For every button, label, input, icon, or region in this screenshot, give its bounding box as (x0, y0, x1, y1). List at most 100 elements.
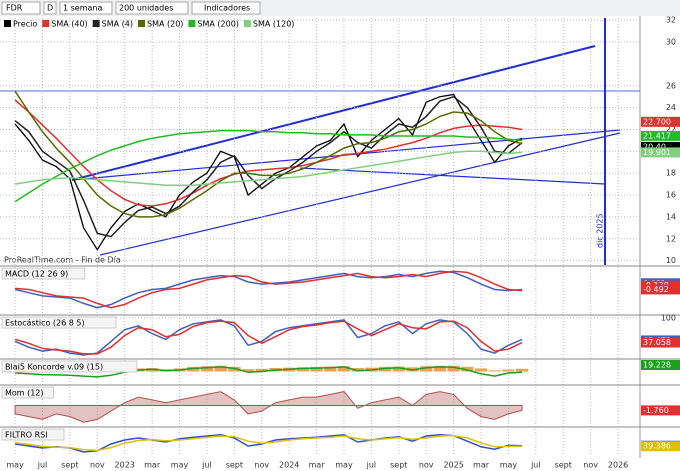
legend-swatch (92, 20, 100, 27)
legend-swatch (42, 20, 50, 27)
bar (378, 366, 392, 372)
value-label: -0.492 (643, 285, 669, 294)
panel-title: FILTRO RSI (5, 431, 48, 440)
bar (433, 365, 447, 372)
x-tick-label: nov (90, 461, 105, 470)
bar (228, 366, 241, 372)
y-tick-label: 32 (666, 16, 676, 25)
bar (392, 366, 405, 372)
panel-title-box (1, 428, 65, 441)
panel-title: Mom (12) (5, 389, 44, 398)
legend-label: SMA (4) (102, 20, 133, 29)
x-tick-label: 2026 (608, 461, 628, 470)
value-label-box (641, 284, 680, 295)
value-label: 21.417 (643, 131, 671, 140)
indicators-box[interactable] (191, 1, 261, 15)
mode: D (47, 4, 53, 13)
x-tick-label: nov (254, 461, 269, 470)
legend-label: Precio (13, 20, 37, 29)
bar (255, 368, 268, 372)
bar (200, 366, 214, 372)
y-tick-label: 12 (666, 234, 676, 243)
panel-title-box (1, 316, 117, 329)
line (15, 270, 523, 309)
value-label-box (641, 130, 680, 141)
panel-title: MACD (12 26 9) (5, 270, 68, 279)
value-label-box (641, 147, 680, 158)
x-tick-label: may (6, 461, 24, 470)
legend-label: SMA (120) (253, 20, 295, 29)
value-label-box (641, 337, 680, 348)
line (15, 434, 523, 452)
value-label-box (641, 141, 680, 152)
line (14, 319, 523, 356)
panel-title-box (1, 386, 55, 399)
panel-title-box (1, 360, 138, 373)
x-tick-label: sept (555, 461, 572, 470)
bar (351, 368, 364, 372)
bar (241, 369, 255, 372)
x-tick-label: jul (366, 461, 377, 470)
x-tick-label: mar (473, 461, 490, 470)
panel-title: Estocástico (26 8 5) (5, 319, 85, 328)
bar (474, 368, 488, 372)
x-tick-label: mar (309, 461, 326, 470)
bar (420, 366, 433, 372)
bar (502, 369, 515, 372)
y-tick-label: 100 (661, 313, 676, 322)
value-label: 19.228 (643, 361, 671, 370)
symbol-box[interactable] (1, 1, 41, 15)
bar (337, 366, 351, 372)
value-label-box (641, 405, 680, 416)
line (14, 320, 523, 355)
legend-swatch (188, 20, 196, 27)
x-tick-label: mar (144, 461, 161, 470)
trendline (71, 45, 596, 181)
trendline (299, 167, 606, 185)
units-box[interactable] (115, 1, 189, 15)
x-tick-label: 2023 (115, 461, 135, 470)
legend-swatch (4, 20, 11, 27)
value-label: -1.760 (643, 406, 669, 415)
y-tick-label: 26 (666, 81, 676, 90)
x-tick-label: nov (419, 461, 434, 470)
bar (461, 366, 474, 372)
value-label: 39.386 (643, 442, 671, 451)
indicators: Indicadores (204, 4, 250, 13)
value-label-box (641, 360, 680, 370)
line (15, 366, 523, 378)
trendline (99, 132, 621, 256)
x-tick-label: nov (583, 461, 598, 470)
bar (214, 365, 227, 372)
mode-box[interactable] (43, 1, 57, 15)
x-tick-label: sept (226, 461, 243, 470)
legend-swatch (137, 20, 145, 27)
x-tick-label: jul (37, 461, 48, 470)
symbol: FDR (6, 4, 23, 13)
x-tick-label: 2024 (279, 461, 299, 470)
period-box[interactable] (59, 1, 113, 15)
legend-label: SMA (200) (197, 20, 239, 29)
source: ProRealTime.com - Fin de Día (4, 256, 121, 265)
period: 1 semana (63, 4, 102, 13)
line (14, 95, 523, 238)
bar (187, 366, 200, 372)
y-tick-label: 22 (666, 125, 676, 134)
x-tick-label: 2025 (443, 461, 463, 470)
area (14, 391, 523, 423)
line (14, 90, 523, 218)
bar (515, 368, 529, 372)
y-tick-label: 18 (666, 169, 676, 178)
bar (324, 366, 337, 372)
x-tick-label: may (335, 461, 353, 470)
value-label-box (641, 441, 680, 452)
line (14, 129, 523, 203)
y-tick-label: 30 (666, 38, 676, 47)
bar (447, 365, 460, 372)
line (14, 270, 523, 309)
bar (296, 367, 310, 372)
line (14, 99, 523, 207)
x-tick-label: may (171, 461, 189, 470)
